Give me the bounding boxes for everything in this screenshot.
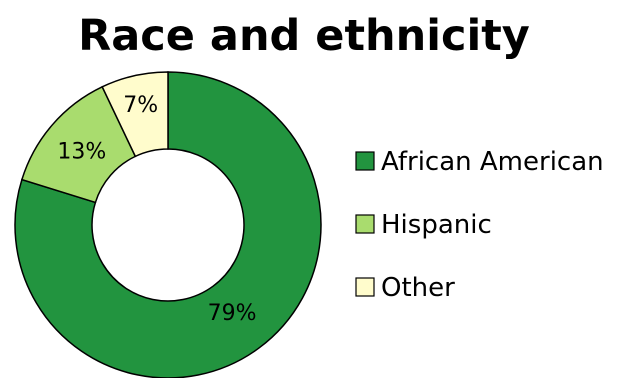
legend-swatch — [355, 277, 375, 297]
slice-value-label: 7% — [123, 93, 158, 118]
legend-label: African American — [381, 147, 604, 177]
donut-chart: 79% 13% 7% — [14, 71, 322, 378]
donut-slice-african-american — [14, 71, 322, 378]
slice-value-label: 13% — [57, 139, 106, 164]
chart-title: Race and ethnicity — [78, 11, 530, 61]
legend-swatch — [355, 151, 375, 171]
donut-slice-other — [101, 71, 169, 158]
legend-label: Hispanic — [381, 210, 492, 240]
slice-value-label: 79% — [208, 301, 257, 326]
legend-swatch — [355, 214, 375, 234]
chart-legend: African American Hispanic Other — [355, 147, 604, 303]
legend-item: African American — [355, 147, 604, 177]
legend-label: Other — [381, 273, 455, 303]
legend-item: Other — [355, 273, 455, 303]
legend-item: Hispanic — [355, 210, 492, 240]
